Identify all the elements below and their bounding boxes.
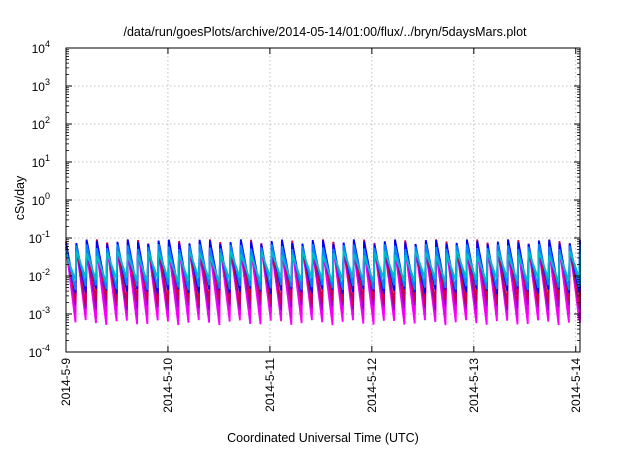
- y-tick-label: 102: [32, 115, 50, 132]
- x-tick-label: 2014-5-9: [59, 358, 73, 406]
- y-tick-label: 104: [32, 39, 50, 56]
- x-tick-label: 2014-5-14: [569, 358, 583, 413]
- x-tick-label: 2014-5-10: [161, 358, 175, 413]
- y-axis-ticks: 10-4 10-3 10-2 10-1 100 101 102 103 104: [29, 39, 580, 360]
- x-tick-label: 2014-5-13: [467, 358, 481, 413]
- y-tick-label: 103: [32, 77, 50, 94]
- y-tick-label: 10-2: [29, 267, 50, 284]
- y-axis-label: cSv/day: [13, 175, 27, 220]
- series-layer: [65, 239, 581, 326]
- x-axis-ticks: 2014-5-9 2014-5-10 2014-5-11 2014-5-12 2014-…: [59, 48, 583, 413]
- y-tick-label: 10-4: [29, 343, 50, 360]
- y-tick-label: 10-3: [29, 305, 50, 322]
- y-tick-label: 10-1: [29, 229, 50, 246]
- y-tick-label: 101: [32, 153, 50, 170]
- x-tick-label: 2014-5-11: [263, 358, 277, 412]
- x-tick-label: 2014-5-12: [365, 358, 379, 413]
- x-axis-label: Coordinated Universal Time (UTC): [227, 431, 419, 445]
- series-line: [65, 250, 581, 283]
- chart-title: /data/run/goesPlots/archive/2014-05-14/0…: [123, 25, 527, 39]
- y-tick-label: 100: [32, 191, 50, 208]
